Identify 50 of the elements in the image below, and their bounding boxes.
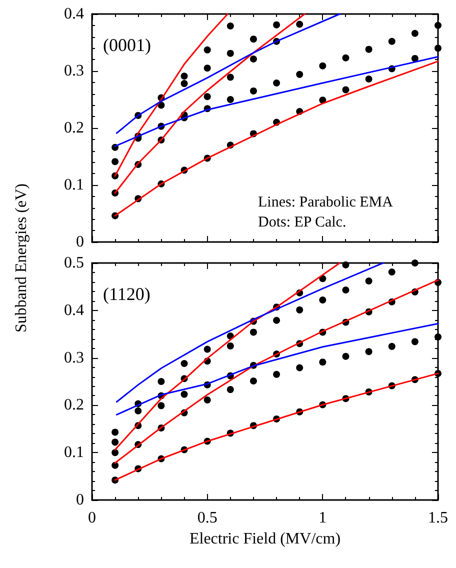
point [180,80,188,88]
annotation: Lines: Parabolic EMA [258,194,394,210]
annotation: (1120) [103,284,150,304]
y-tick-label: 0.2 [64,396,84,414]
point [319,62,326,70]
point [273,21,280,28]
point [296,70,304,78]
x-tick-label: 1 [318,510,327,526]
point [273,79,280,86]
y-tick-label: 0.1 [64,176,84,194]
y-tick-label: 0.4 [64,302,84,319]
point [296,20,304,28]
point [250,87,257,94]
x-tick-label: 0.5 [197,510,218,526]
point [365,46,372,53]
point [204,93,211,100]
point [226,96,234,103]
y-tick-label: 0.4 [64,6,84,22]
point [250,36,257,43]
x-axis-title: Electric Field (MV/cm) [189,530,341,548]
point [250,56,257,63]
x-tick-label: 1.5 [428,510,448,526]
point [226,22,234,30]
point [434,44,442,52]
point [204,46,211,54]
x-tick-label: 0 [88,510,96,526]
point [180,72,188,80]
y-tick-label: 0 [76,492,84,508]
y-tick-label: 0.5 [64,254,84,272]
line-series [116,322,439,416]
y-tick-label: 0.3 [64,62,84,80]
point [411,54,418,62]
annotation: Dots: EP Calc. [258,214,346,230]
point [411,30,418,37]
y-tick-label: 0.3 [64,349,84,366]
y-tick-label: 0.2 [64,120,84,136]
point [434,22,442,29]
point [226,74,234,81]
annotation: (0001) [103,35,151,55]
point [342,86,350,94]
point [365,75,372,82]
y-axis-title: Subband Energies (eV) [13,184,31,332]
y-tick-label: 0 [76,234,84,250]
point [342,54,350,62]
point [319,96,326,104]
point [388,38,396,45]
point [112,158,119,166]
point [226,50,234,57]
point [204,64,211,72]
y-tick-label: 0.1 [64,444,84,462]
